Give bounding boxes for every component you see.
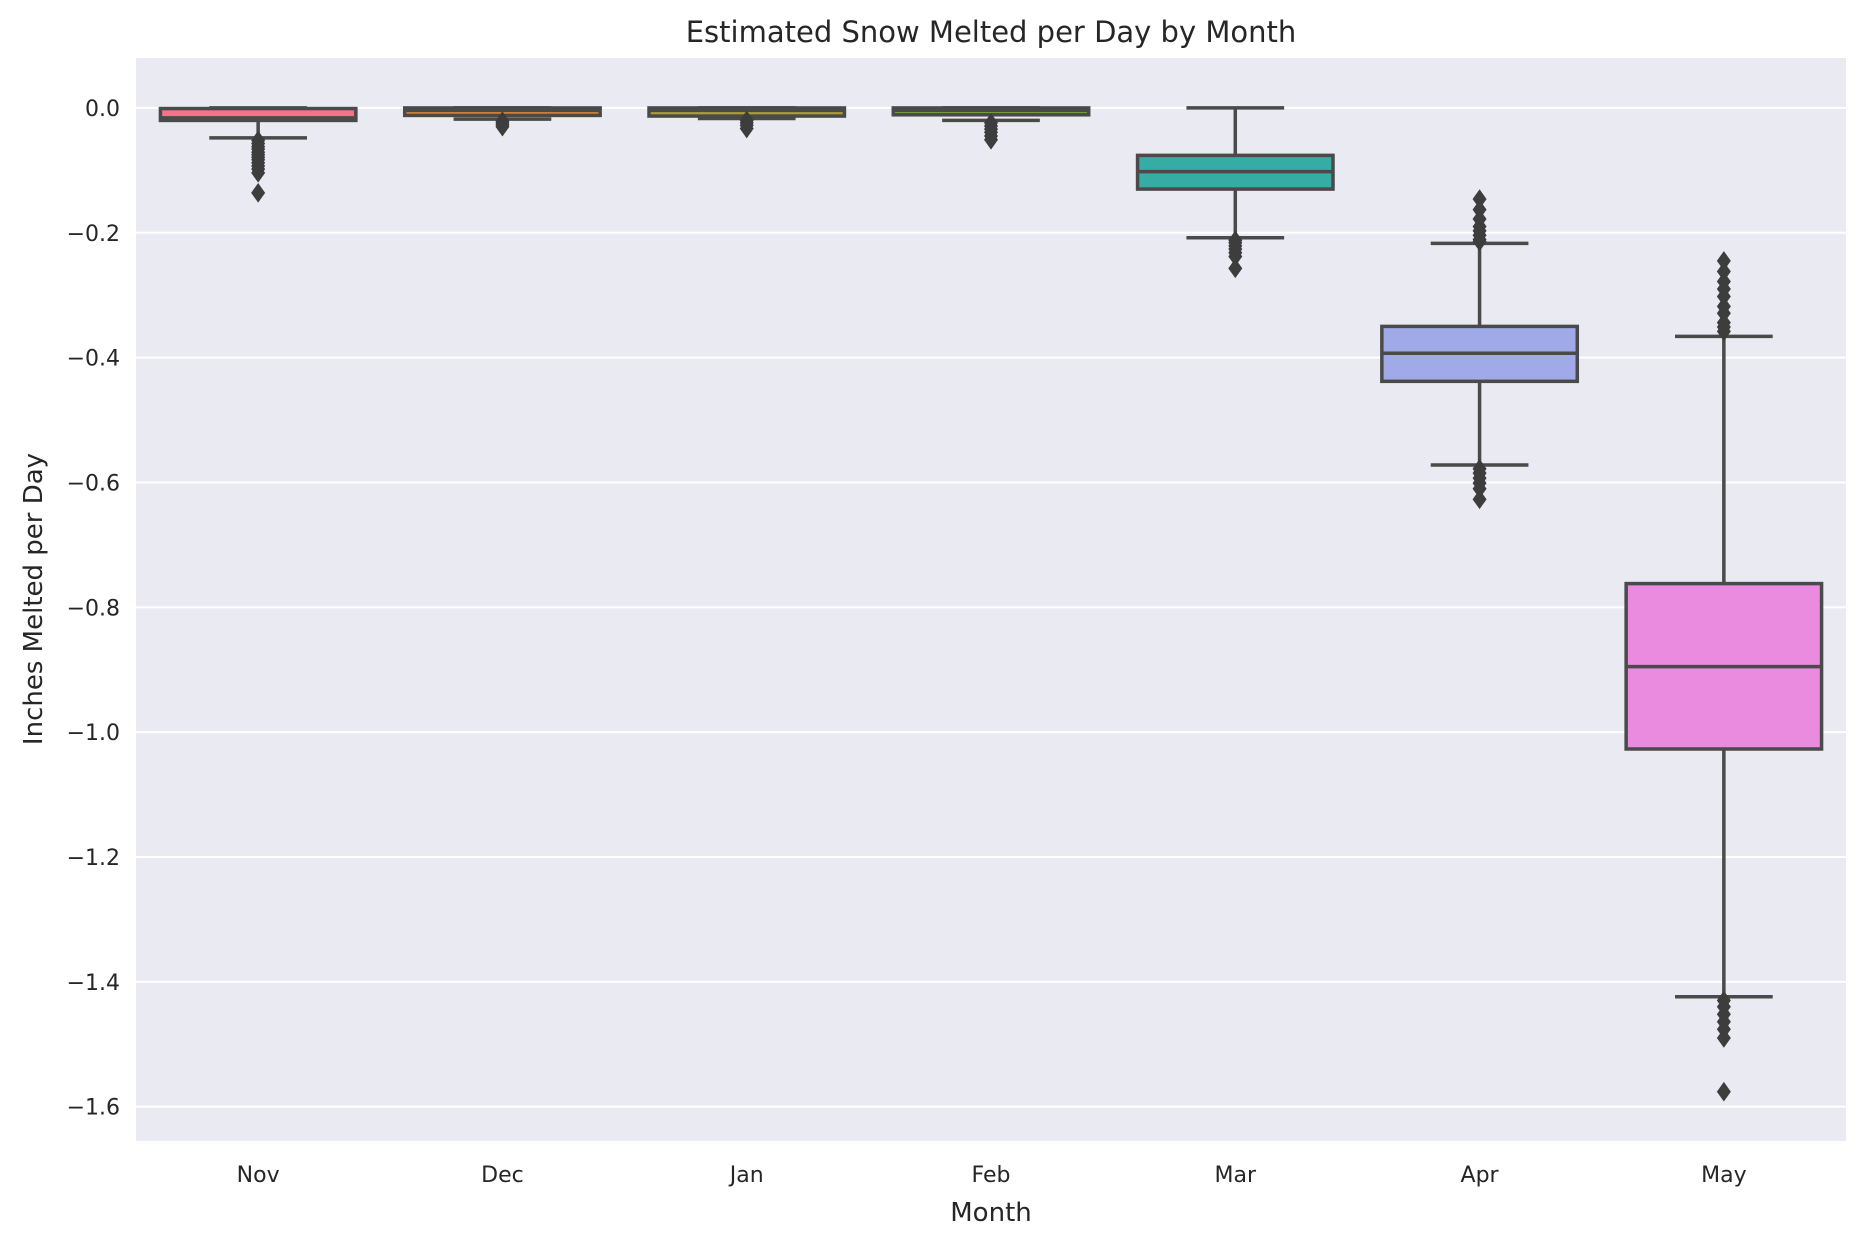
outlier-point bbox=[1716, 321, 1731, 342]
plot-area bbox=[136, 58, 1846, 1141]
x-axis-label: Month bbox=[950, 1198, 1032, 1228]
outlier-point bbox=[1228, 258, 1243, 279]
x-tick-label: Mar bbox=[1215, 1163, 1257, 1188]
y-tick-label: −1.6 bbox=[67, 1096, 120, 1121]
outlier-point bbox=[495, 116, 510, 137]
outlier-point bbox=[1472, 231, 1487, 252]
y-tick-label: −1.4 bbox=[67, 971, 120, 996]
x-tick-labels: Nov Dec Jan Feb Mar Apr May bbox=[237, 1163, 1747, 1188]
y-tick-label: −0.8 bbox=[67, 596, 120, 621]
y-tick-label: −0.6 bbox=[67, 471, 120, 496]
outlier-point bbox=[1716, 1081, 1731, 1102]
y-tick-label: −0.2 bbox=[67, 222, 120, 247]
outlier-point bbox=[251, 163, 266, 183]
box-nov bbox=[158, 106, 358, 203]
box-iqr bbox=[158, 106, 358, 123]
box-mar bbox=[1135, 106, 1335, 279]
x-tick-label: Feb bbox=[972, 1163, 1011, 1188]
box-jan bbox=[647, 106, 847, 139]
y-tick-label: −0.4 bbox=[67, 347, 120, 372]
outlier-point bbox=[1472, 489, 1487, 510]
y-tick-label: −1.0 bbox=[67, 721, 120, 746]
gridlines bbox=[136, 106, 1846, 1108]
y-axis-label: Inches Melted per Day bbox=[19, 453, 49, 745]
outlier-point bbox=[1472, 478, 1487, 499]
x-tick-label: May bbox=[1701, 1163, 1746, 1188]
y-tick-label: 0.0 bbox=[85, 97, 120, 122]
outlier-point bbox=[1716, 286, 1731, 307]
x-tick-label: Nov bbox=[237, 1163, 280, 1188]
boxes-layer bbox=[158, 106, 1824, 1102]
outlier-point bbox=[251, 183, 266, 203]
outlier-point bbox=[1716, 261, 1731, 282]
x-tick-label: Apr bbox=[1461, 1163, 1500, 1188]
y-tick-label: −1.2 bbox=[67, 846, 120, 871]
box-may bbox=[1624, 251, 1824, 1102]
y-tick-labels: 0.0 −0.2 −0.4 −0.6 −0.8 −1.0 −1.2 −1.4 −1.6 bbox=[67, 97, 120, 1121]
outlier-point bbox=[1716, 1028, 1731, 1048]
x-tick-label: Dec bbox=[481, 1163, 524, 1188]
box-dec bbox=[402, 106, 602, 137]
outlier-point bbox=[1472, 189, 1487, 209]
outlier-point bbox=[739, 118, 754, 139]
outlier-point bbox=[1716, 251, 1731, 271]
chart-title: Estimated Snow Melted per Day by Month bbox=[686, 15, 1297, 49]
x-tick-label: Jan bbox=[728, 1163, 764, 1188]
outlier-point bbox=[1228, 246, 1243, 267]
outlier-point bbox=[984, 129, 998, 150]
box-apr bbox=[1380, 189, 1580, 510]
box-feb bbox=[891, 106, 1091, 150]
